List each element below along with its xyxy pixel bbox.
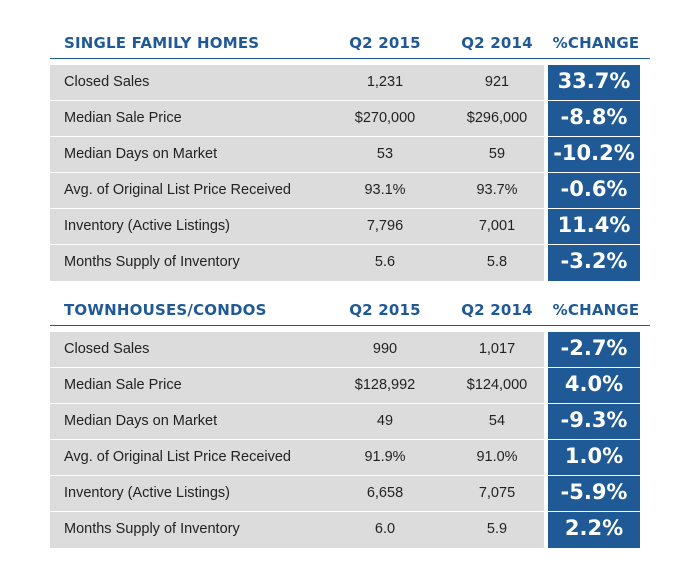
value-q2-2015: $128,992	[354, 377, 416, 393]
value-q2-2015: 7,796	[366, 218, 404, 234]
table-row: Closed Sales 1,231 921 33.7%	[50, 65, 650, 101]
change-divider	[548, 439, 640, 440]
section-header: SINGLE FAMILY HOMES Q2 2015 Q2 2014 %CHA…	[50, 30, 650, 59]
value-q2-2014: 54	[488, 413, 506, 429]
row-divider	[50, 208, 544, 209]
section-title: TOWNHOUSES/CONDOS	[64, 301, 267, 319]
change-divider	[548, 511, 640, 512]
percent-change: 33.7%	[557, 69, 631, 93]
table-row: Median Days on Market 53 59 -10.2%	[50, 137, 650, 173]
row-label: Closed Sales	[64, 74, 150, 90]
percent-change: -0.6%	[560, 177, 628, 201]
section-title: SINGLE FAMILY HOMES	[64, 34, 260, 52]
value-q2-2015: 6.0	[374, 521, 396, 537]
table-row: Avg. of Original List Price Received 91.…	[50, 440, 650, 476]
change-divider	[548, 475, 640, 476]
percent-change: -2.7%	[560, 336, 628, 360]
column-header-change: %CHANGE	[552, 301, 640, 319]
row-label: Avg. of Original List Price Received	[64, 449, 292, 465]
row-divider	[50, 100, 544, 101]
row-divider	[50, 403, 544, 404]
value-q2-2014: 1,017	[478, 341, 516, 357]
percent-change: 2.2%	[564, 516, 624, 540]
change-divider	[548, 403, 640, 404]
value-q2-2015: 6,658	[366, 485, 404, 501]
row-label: Months Supply of Inventory	[64, 521, 240, 537]
single-family-section: SINGLE FAMILY HOMES Q2 2015 Q2 2014 %CHA…	[50, 30, 650, 281]
row-divider	[50, 172, 544, 173]
value-q2-2015: 93.1%	[364, 182, 406, 198]
change-divider	[548, 367, 640, 368]
change-column-background	[548, 332, 640, 548]
value-q2-2015: 990	[372, 341, 398, 357]
table-row: Inventory (Active Listings) 6,658 7,075 …	[50, 476, 650, 512]
value-q2-2014: 5.9	[486, 521, 508, 537]
column-header-q2-2014: Q2 2014	[461, 301, 533, 319]
table-row: Avg. of Original List Price Received 93.…	[50, 173, 650, 209]
percent-change: -8.8%	[560, 105, 628, 129]
section-table-body: Closed Sales 1,231 921 33.7% Median Sale…	[50, 65, 650, 281]
row-label: Closed Sales	[64, 341, 150, 357]
value-q2-2015: 53	[376, 146, 394, 162]
change-divider	[548, 244, 640, 245]
section-table-body: Closed Sales 990 1,017 -2.7% Median Sale…	[50, 332, 650, 548]
change-divider	[548, 136, 640, 137]
row-divider	[50, 475, 544, 476]
table-row: Median Sale Price $128,992 $124,000 4.0%	[50, 368, 650, 404]
value-q2-2015: 49	[376, 413, 394, 429]
value-q2-2014: 7,001	[478, 218, 516, 234]
row-label: Median Sale Price	[64, 377, 182, 393]
table-row: Closed Sales 990 1,017 -2.7%	[50, 332, 650, 368]
row-divider	[50, 136, 544, 137]
table-row: Median Days on Market 49 54 -9.3%	[50, 404, 650, 440]
value-q2-2015: $270,000	[354, 110, 416, 126]
row-label: Median Days on Market	[64, 413, 218, 429]
column-header-change: %CHANGE	[552, 34, 640, 52]
percent-change: -3.2%	[560, 249, 628, 273]
column-header-q2-2015: Q2 2015	[349, 34, 421, 52]
section-header: TOWNHOUSES/CONDOS Q2 2015 Q2 2014 %CHANG…	[50, 297, 650, 326]
percent-change: 1.0%	[564, 444, 624, 468]
column-header-q2-2015: Q2 2015	[349, 301, 421, 319]
row-label: Inventory (Active Listings)	[64, 485, 231, 501]
row-label: Median Sale Price	[64, 110, 182, 126]
change-divider	[548, 172, 640, 173]
percent-change: -5.9%	[560, 480, 628, 504]
row-label: Months Supply of Inventory	[64, 254, 240, 270]
table-background	[50, 65, 544, 281]
townhouses-condos-section: TOWNHOUSES/CONDOS Q2 2015 Q2 2014 %CHANG…	[50, 297, 650, 548]
value-q2-2014: 7,075	[478, 485, 516, 501]
value-q2-2015: 91.9%	[364, 449, 406, 465]
row-divider	[50, 511, 544, 512]
row-label: Median Days on Market	[64, 146, 218, 162]
row-label: Avg. of Original List Price Received	[64, 182, 292, 198]
row-divider	[50, 367, 544, 368]
table-background	[50, 332, 544, 548]
value-q2-2014: 921	[484, 74, 510, 90]
change-column-background	[548, 65, 640, 281]
value-q2-2014: $124,000	[466, 377, 528, 393]
percent-change: 11.4%	[557, 213, 631, 237]
table-row: Median Sale Price $270,000 $296,000 -8.8…	[50, 101, 650, 137]
value-q2-2014: 5.8	[486, 254, 508, 270]
change-divider	[548, 100, 640, 101]
table-row: Months Supply of Inventory 6.0 5.9 2.2%	[50, 512, 650, 548]
value-q2-2015: 1,231	[366, 74, 404, 90]
value-q2-2014: 91.0%	[476, 449, 518, 465]
change-divider	[548, 208, 640, 209]
value-q2-2014: 59	[488, 146, 506, 162]
row-divider	[50, 244, 544, 245]
table-row: Months Supply of Inventory 5.6 5.8 -3.2%	[50, 245, 650, 281]
percent-change: 4.0%	[564, 372, 624, 396]
table-row: Inventory (Active Listings) 7,796 7,001 …	[50, 209, 650, 245]
row-divider	[50, 439, 544, 440]
value-q2-2014: $296,000	[466, 110, 528, 126]
value-q2-2014: 93.7%	[476, 182, 518, 198]
row-label: Inventory (Active Listings)	[64, 218, 231, 234]
percent-change: -10.2%	[553, 141, 635, 165]
column-header-q2-2014: Q2 2014	[461, 34, 533, 52]
percent-change: -9.3%	[560, 408, 628, 432]
value-q2-2015: 5.6	[374, 254, 396, 270]
